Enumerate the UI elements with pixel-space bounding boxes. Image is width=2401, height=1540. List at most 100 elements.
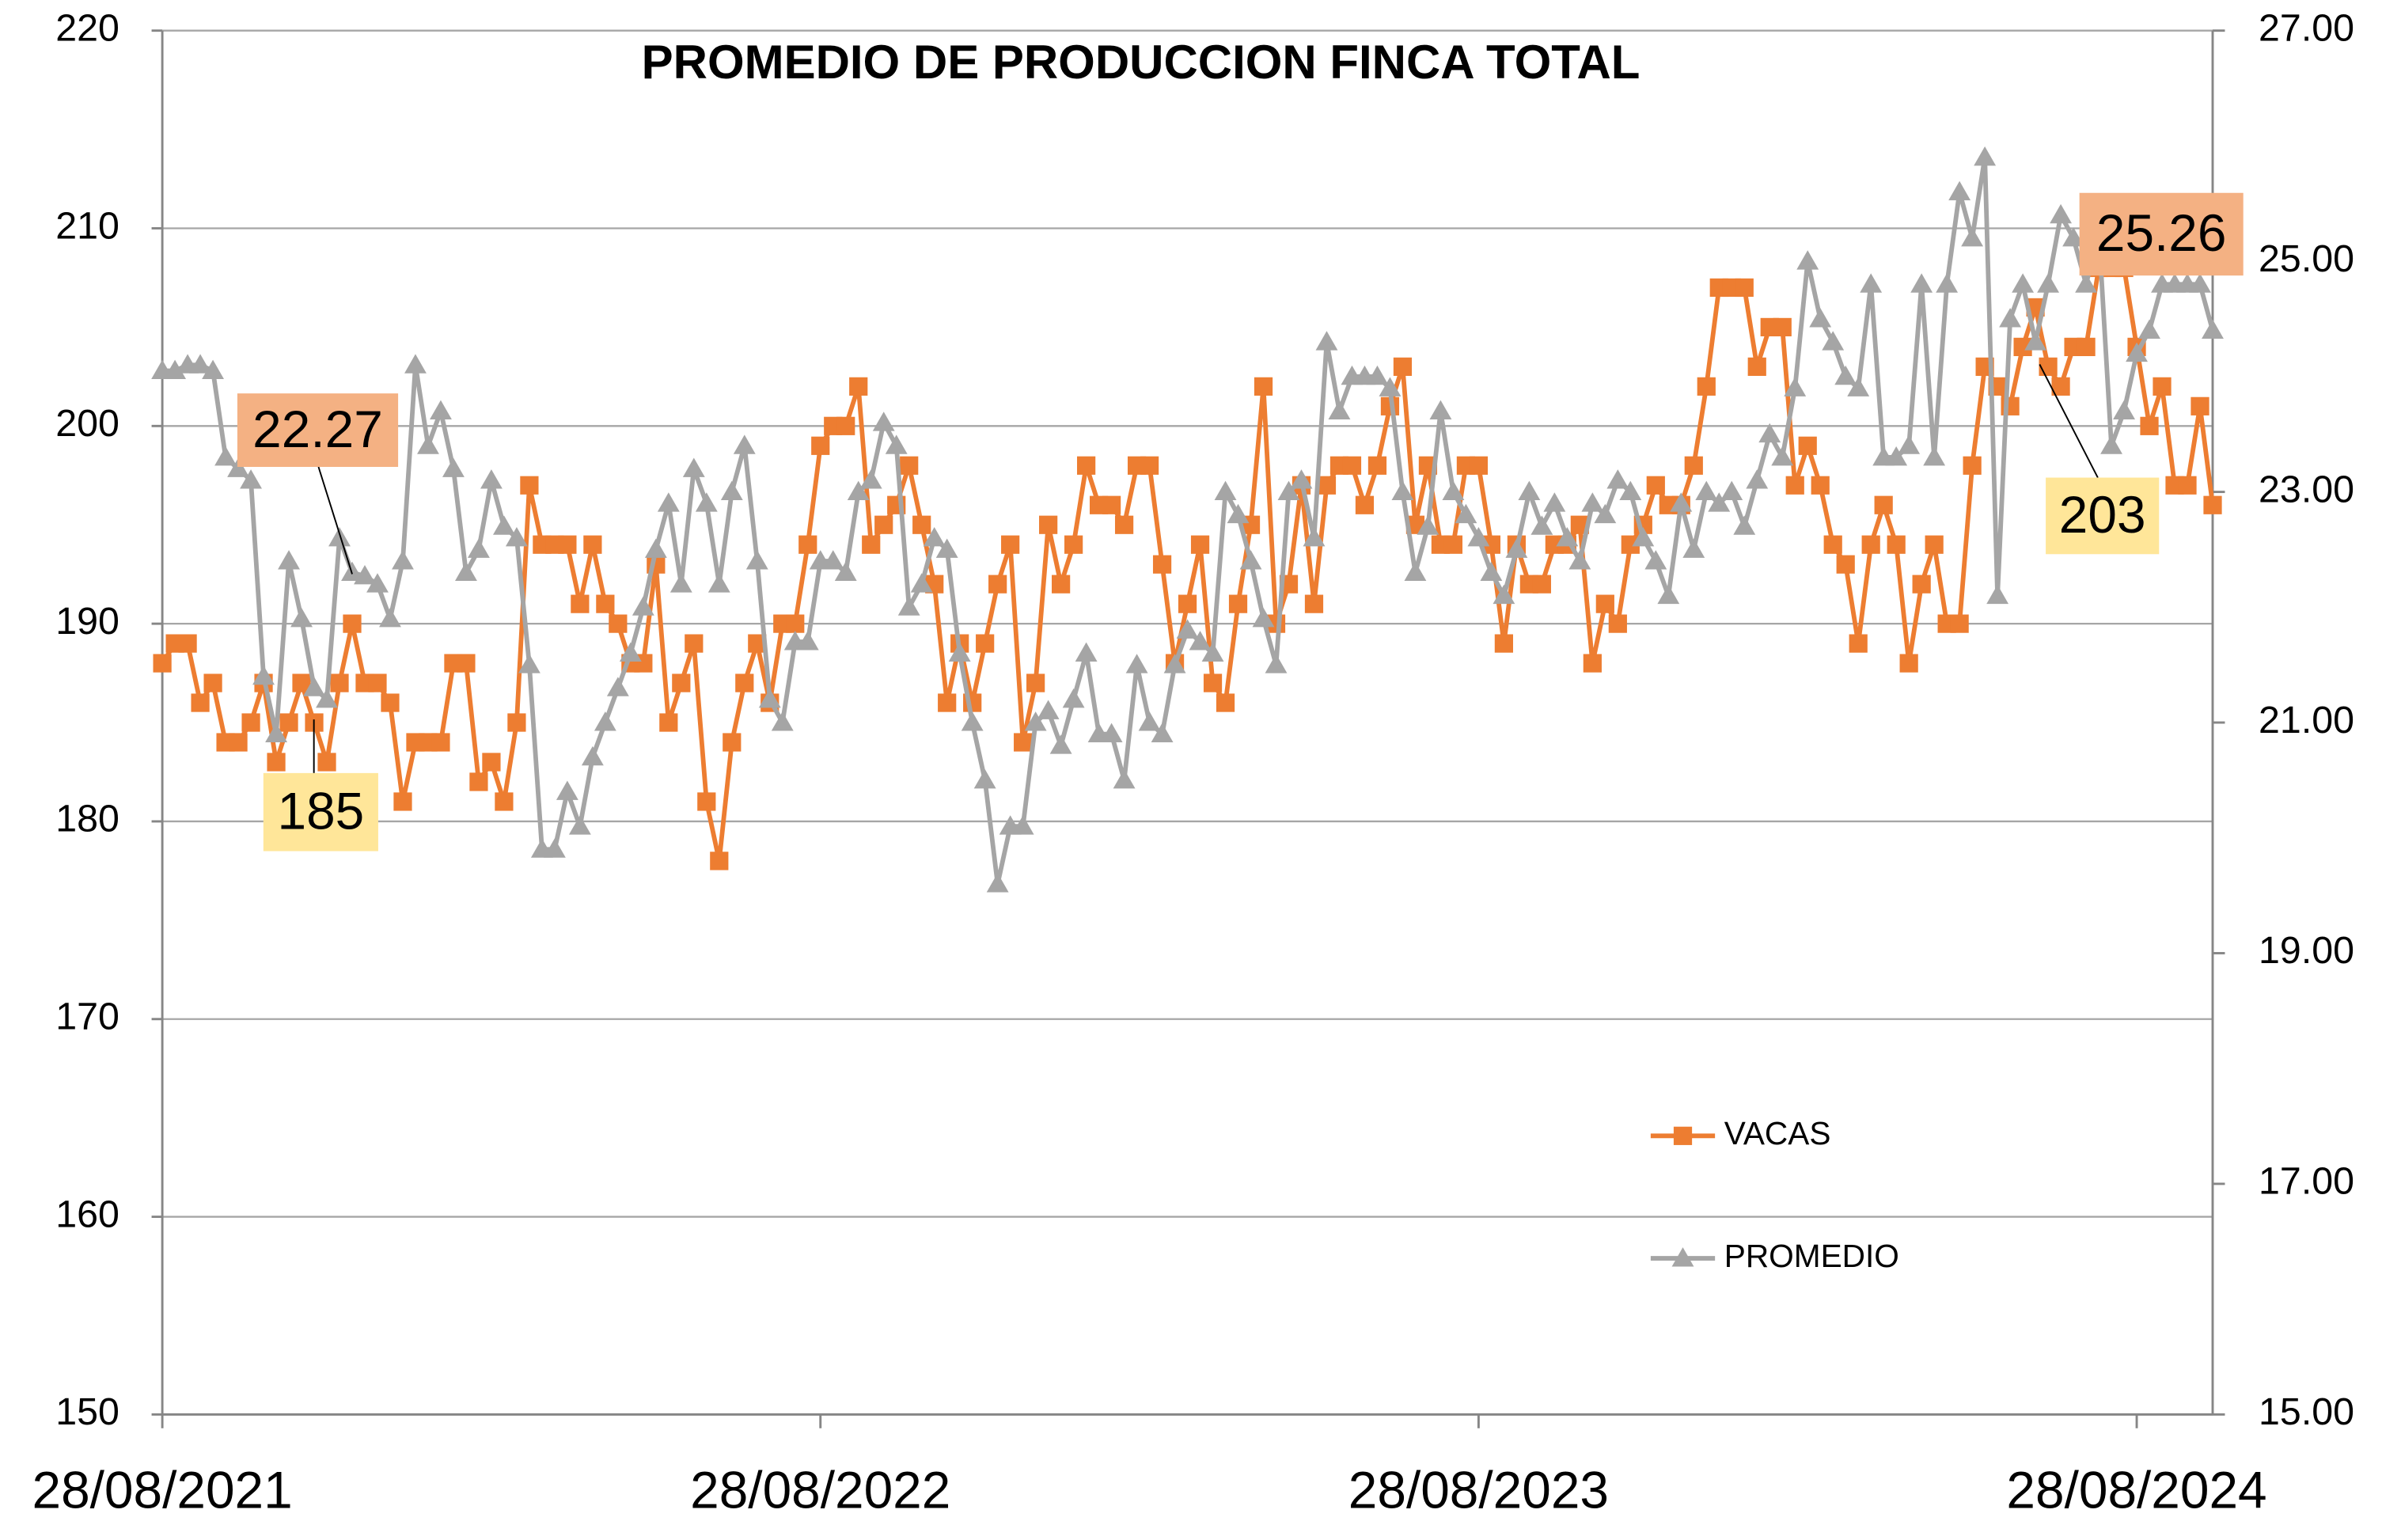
data-point (1836, 555, 1855, 574)
data-point (1860, 273, 1883, 293)
data-point (659, 713, 678, 732)
data-point (366, 573, 389, 593)
legend-label: PROMEDIO (1724, 1238, 1899, 1274)
data-point (153, 654, 172, 673)
data-point (1201, 642, 1224, 662)
data-point (847, 480, 870, 501)
data-point (885, 434, 908, 454)
data-point (543, 838, 566, 858)
data-point (1113, 768, 1136, 789)
annotation-box (237, 393, 399, 467)
data-point (1771, 446, 1794, 466)
y2-tick-label: 19.00 (2259, 929, 2354, 972)
data-point (923, 526, 946, 547)
data-point (1203, 673, 1223, 692)
chart-title: PROMEDIO DE PRODUCCION FINCA TOTAL (642, 36, 1640, 89)
data-point (1216, 693, 1235, 712)
data-point (710, 852, 729, 871)
data-point (292, 673, 311, 692)
data-point (1481, 535, 1500, 554)
data-point (229, 733, 248, 752)
data-point (657, 492, 680, 512)
data-point (834, 561, 857, 582)
data-point (1910, 273, 1933, 293)
data-point (1189, 631, 1212, 651)
data-point (1581, 492, 1604, 512)
data-point (1037, 700, 1060, 719)
data-point (859, 469, 882, 489)
data-point (227, 457, 249, 477)
data-point (379, 607, 401, 628)
data-point (178, 634, 197, 653)
annotation-leader (2039, 363, 2099, 478)
data-point (1011, 815, 1034, 835)
data-point (1543, 492, 1566, 512)
data-point (581, 745, 604, 766)
annotation-leader (317, 466, 353, 575)
data-point (328, 526, 351, 547)
x-tick-label: 28/08/2024 (2006, 1460, 2266, 1519)
data-point (1885, 446, 1908, 466)
annotation-label: 22.27 (252, 400, 383, 458)
annotation-box (263, 772, 378, 852)
data-point (682, 457, 705, 477)
data-point (1114, 515, 1134, 534)
data-point (1367, 456, 1387, 475)
data-point (278, 550, 300, 570)
data-point (1393, 357, 1413, 376)
y2-tick-label: 21.00 (2259, 699, 2354, 742)
data-point (1443, 535, 1463, 554)
data-point (468, 538, 490, 558)
data-point (1417, 515, 1439, 535)
data-point (1404, 561, 1427, 582)
y-tick-label: 160 (55, 1193, 119, 1235)
legend-label: VACAS (1724, 1115, 1831, 1151)
data-point (1100, 723, 1123, 743)
data-point (2050, 203, 2073, 224)
y-tick-label: 210 (55, 204, 119, 247)
data-point (872, 412, 895, 431)
data-point (1227, 503, 1250, 524)
y2-tick-label: 15.00 (2259, 1390, 2354, 1433)
data-point (1673, 1126, 1693, 1145)
data-point (811, 436, 830, 455)
data-point (796, 631, 819, 651)
data-point (1912, 575, 1931, 594)
data-point (697, 792, 716, 811)
data-point (482, 753, 501, 772)
data-point (988, 575, 1007, 594)
data-point (1798, 436, 1817, 455)
data-point (518, 654, 541, 673)
data-point (973, 768, 996, 789)
data-point (1532, 575, 1551, 594)
data-point (1948, 180, 1971, 201)
data-point (290, 607, 313, 628)
data-point (1670, 492, 1693, 512)
data-point (392, 550, 414, 570)
data-point (723, 733, 742, 752)
data-point (1961, 227, 1984, 247)
data-point (619, 642, 642, 662)
data-point (1925, 535, 1944, 554)
data-point (1671, 1247, 1694, 1267)
data-point (1708, 492, 1731, 512)
data-point (1595, 594, 1614, 613)
data-point (1102, 495, 1121, 514)
data-point (495, 792, 514, 811)
data-point (267, 753, 286, 772)
data-point (1986, 584, 2009, 605)
data-point (1239, 550, 1262, 570)
data-point (862, 535, 881, 554)
data-point (1735, 278, 1754, 298)
data-point (343, 614, 362, 633)
data-point (417, 434, 439, 454)
data-point (1505, 538, 1528, 558)
data-point (1784, 377, 1807, 396)
annotation-label: 185 (277, 781, 364, 840)
data-point (2126, 342, 2148, 362)
data-point (241, 713, 260, 732)
data-point (2113, 400, 2135, 420)
data-point (1811, 476, 1830, 495)
